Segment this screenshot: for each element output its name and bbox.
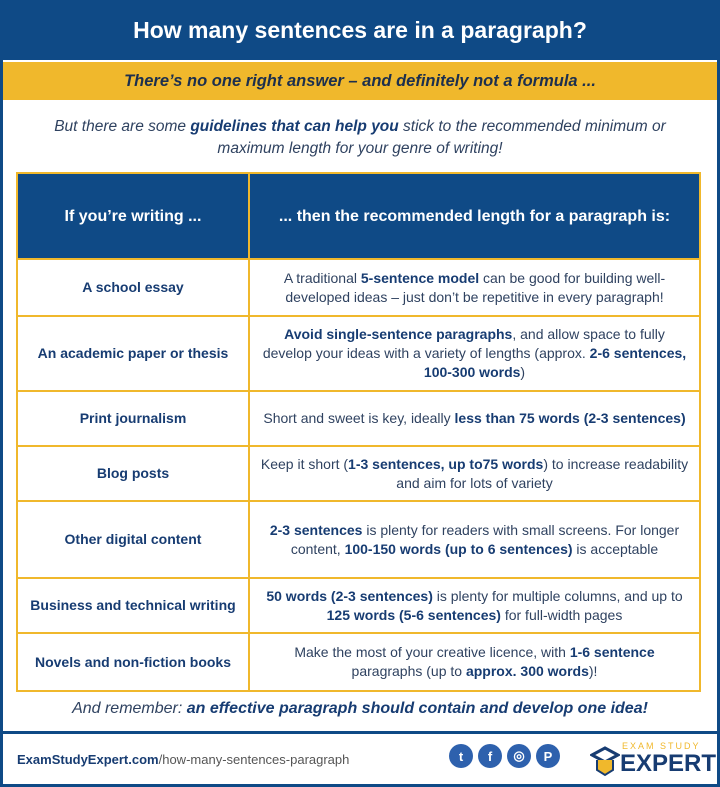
text-segment: ): [520, 364, 526, 380]
bold-text: 50 words (2-3 sentences): [266, 587, 433, 604]
twitter-icon[interactable]: t: [449, 744, 473, 768]
writing-type: Business and technical writing: [16, 577, 250, 634]
text-segment: is plenty for readers with small screens…: [290, 521, 680, 557]
recommendation: Avoid single-sentence paragraphs, and al…: [248, 315, 701, 392]
bold-text: less than 75 words (2-3 sentences): [454, 410, 686, 426]
infographic: How many sentences are in a paragraph? T…: [3, 0, 717, 784]
bold-text: 125 words (5-6 sentences): [326, 606, 501, 623]
text-segment: And remember:: [72, 700, 187, 717]
bold-text: guidelines that can help you: [190, 118, 399, 135]
writing-type: Print journalism: [16, 390, 250, 447]
text-segment: for full-width pages: [500, 606, 623, 623]
table-row: Novels and non-fiction books Make the mos…: [16, 632, 701, 692]
text-segment: )!: [588, 663, 598, 679]
recommendation: Keep it short (1-3 sentences, up to75 wo…: [248, 445, 701, 502]
bold-text: 100-150 words (up to 6 sentences): [344, 540, 573, 557]
writing-type: Other digital content: [16, 500, 250, 579]
text-segment: But there are some: [54, 118, 191, 135]
exam-study-expert-logo: EXAM STUDY EXPERT: [590, 741, 716, 779]
recommendation: A traditional 5-sentence model can be go…: [248, 258, 701, 317]
bold-text: 1-6 sentence: [569, 644, 655, 660]
recommendation: 50 words (2-3 sentences) is plenty for m…: [248, 577, 701, 634]
writing-type: An academic paper or thesis: [16, 315, 250, 392]
text-segment: can be good for building well-developed …: [285, 269, 666, 305]
guidelines-table: If you’re writing ... ... then the recom…: [16, 172, 701, 692]
page-title: How many sentences are in a paragraph?: [3, 0, 717, 60]
column-header: ... then the recommended length for a pa…: [248, 172, 701, 260]
closing-remark: And remember: an effective paragraph sho…: [3, 700, 717, 718]
text-segment: is plenty for multiple columns, and up t…: [432, 587, 683, 604]
footer: ExamStudyExpert.com/how-many-sentences-p…: [3, 731, 717, 784]
table-row: A school essay A traditional 5-sentence m…: [16, 258, 701, 317]
bold-text: 1-3 sentences, up to75 words: [348, 455, 544, 472]
text-segment: is acceptable: [572, 540, 659, 557]
website-link[interactable]: ExamStudyExpert.com/how-many-sentences-p…: [17, 752, 349, 767]
table-row: Other digital content 2-3 sentences is pl…: [16, 500, 701, 579]
url-domain: ExamStudyExpert.com: [17, 751, 159, 767]
recommendation: 2-3 sentences is plenty for readers with…: [248, 500, 701, 579]
url-path: /how-many-sentences-paragraph: [158, 751, 350, 767]
intro-text: But there are some guidelines that can h…: [23, 116, 697, 160]
text-segment: Keep it short (: [260, 455, 349, 472]
text-segment: , and allow space to fully develop your …: [262, 326, 665, 361]
text-segment: A traditional: [283, 269, 361, 286]
bold-text: 5-sentence model: [360, 269, 480, 286]
bold-text: an effective paragraph should contain an…: [186, 700, 648, 717]
column-header: If you’re writing ...: [16, 172, 250, 260]
logo-main-text: EXPERT: [620, 750, 717, 777]
text-segment: paragraphs (up to: [351, 663, 466, 679]
facebook-icon[interactable]: f: [478, 744, 502, 768]
bold-text: Avoid single-sentence paragraphs: [284, 326, 513, 342]
bold-text: approx. 300 words: [465, 663, 589, 679]
table-row: An academic paper or thesis Avoid single-…: [16, 315, 701, 392]
subtitle-banner: There’s no one right answer – and defini…: [3, 62, 717, 100]
instagram-icon[interactable]: ◎: [507, 744, 531, 768]
writing-type: A school essay: [16, 258, 250, 317]
pinterest-icon[interactable]: P: [536, 744, 560, 768]
bold-text: 2-6 sentences, 100-300 words: [423, 345, 687, 380]
text-segment: Make the most of your creative licence, …: [294, 644, 570, 660]
logo-top-text: EXAM STUDY: [622, 741, 701, 751]
table-row: Business and technical writing 50 words (…: [16, 577, 701, 634]
text-segment: ) to increase readability and aim for lo…: [396, 455, 689, 491]
table-row: Blog posts Keep it short (1-3 sentences, …: [16, 445, 701, 502]
table-header-row: If you’re writing ... ... then the recom…: [16, 172, 701, 260]
writing-type: Blog posts: [16, 445, 250, 502]
table-row: Print journalism Short and sweet is key, …: [16, 390, 701, 447]
writing-type: Novels and non-fiction books: [16, 632, 250, 692]
text-segment: Short and sweet is key, ideally: [263, 410, 455, 426]
recommendation: Short and sweet is key, ideally less tha…: [248, 390, 701, 447]
recommendation: Make the most of your creative licence, …: [248, 632, 701, 692]
text-segment: stick to the recommended minimum or maxi…: [217, 118, 666, 157]
bold-text: 2-3 sentences: [269, 521, 363, 538]
graduation-cap-icon: [590, 746, 620, 777]
